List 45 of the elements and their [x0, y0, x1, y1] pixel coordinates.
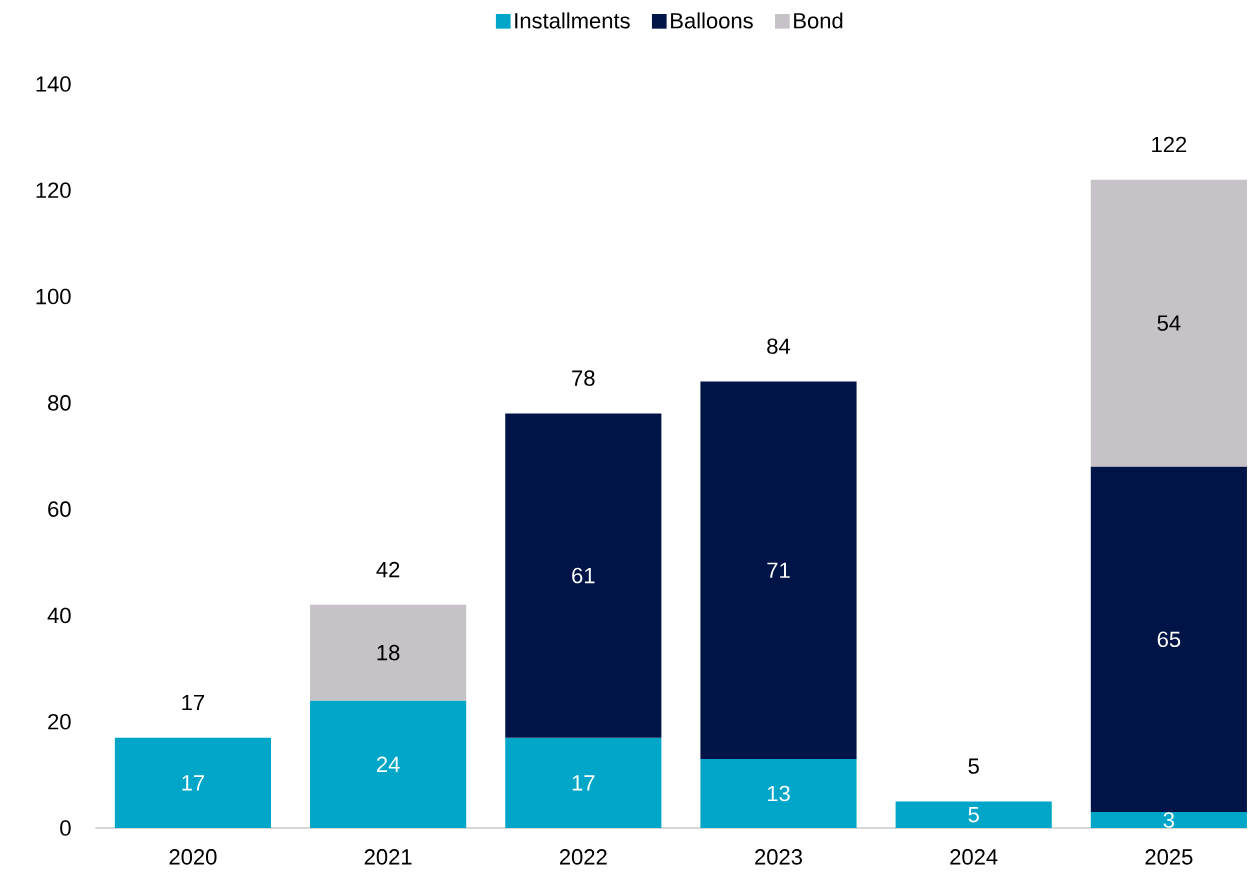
total-label: 78	[572, 370, 595, 386]
total-label: 42	[376, 561, 400, 578]
bar	[700, 758, 857, 828]
data-label: 17	[182, 775, 205, 791]
data-label: 71	[767, 562, 790, 578]
y-tick-label: 140	[36, 76, 71, 92]
bar	[1090, 179, 1247, 467]
bar	[700, 381, 857, 759]
data-label: 18	[377, 644, 400, 661]
total-label: 84	[767, 338, 791, 354]
y-tick-label: 60	[48, 501, 71, 517]
bar	[310, 700, 467, 828]
x-tick-label: 2020	[169, 849, 217, 865]
total-label: 17	[182, 694, 205, 711]
legend-label: Balloons	[671, 12, 753, 29]
data-label: 3	[1163, 812, 1175, 828]
y-tick-label: 100	[36, 288, 71, 305]
bar	[310, 604, 467, 701]
x-tick-label: 2021	[364, 849, 412, 865]
data-label: 54	[1157, 315, 1181, 331]
y-tick-label: 0	[60, 820, 71, 836]
x-tick-label: 2024	[950, 849, 998, 865]
y-tick-label: 40	[47, 607, 71, 624]
data-label: 65	[1157, 631, 1181, 648]
x-tick-label: 2025	[1145, 849, 1193, 865]
total-label: 5	[968, 758, 979, 774]
bar	[505, 413, 662, 738]
y-tick-label: 20	[48, 713, 71, 730]
legend-label: Bond	[794, 12, 843, 29]
bar	[1090, 466, 1247, 813]
bar	[895, 801, 1052, 828]
bar	[114, 737, 271, 828]
x-tick-label: 2022	[559, 849, 607, 865]
bar	[1090, 812, 1247, 828]
total-label: 122	[1152, 136, 1187, 153]
y-tick-label: 80	[48, 395, 71, 411]
data-label: 24	[376, 756, 400, 772]
x-tick-label: 2023	[755, 849, 802, 865]
data-label: 13	[767, 785, 790, 802]
y-tick-label: 120	[36, 182, 71, 199]
bar	[505, 737, 662, 828]
data-label: 17	[572, 775, 595, 791]
data-label: 5	[968, 807, 979, 823]
data-label: 61	[572, 567, 595, 584]
legend-label: Installments	[515, 12, 630, 29]
